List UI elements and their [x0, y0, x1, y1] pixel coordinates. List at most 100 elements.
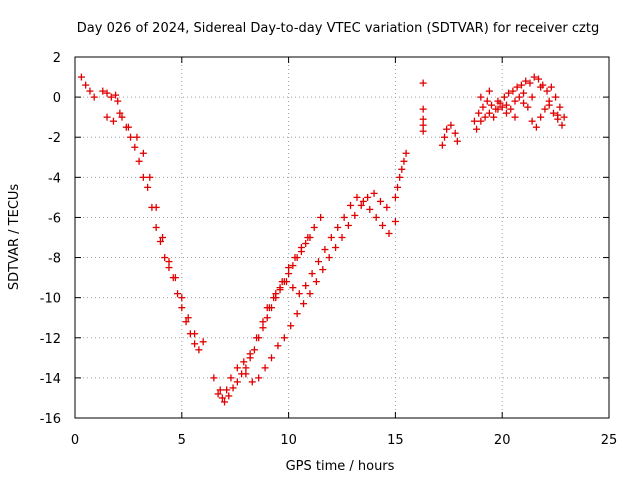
data-point — [344, 221, 352, 229]
data-point — [507, 105, 515, 113]
data-point — [558, 121, 566, 129]
data-point — [477, 93, 485, 101]
data-point — [255, 374, 263, 382]
data-point — [199, 338, 207, 346]
data-point — [549, 109, 557, 117]
data-point — [223, 386, 231, 394]
data-point — [289, 284, 297, 292]
data-point — [133, 133, 141, 141]
data-point — [306, 290, 314, 298]
x-tick-label: 0 — [71, 433, 79, 448]
data-point — [545, 97, 553, 105]
data-point — [195, 346, 203, 354]
data-point — [517, 81, 525, 89]
data-point — [502, 101, 510, 109]
data-point — [297, 244, 305, 252]
data-point — [353, 193, 361, 201]
data-point — [276, 286, 284, 294]
data-point — [144, 183, 152, 191]
data-point — [304, 234, 312, 241]
data-point — [488, 101, 496, 109]
data-point — [383, 203, 391, 211]
data-point — [535, 75, 543, 83]
data-point — [293, 310, 301, 318]
data-point — [385, 229, 393, 237]
data-point — [552, 93, 560, 101]
data-point — [473, 125, 481, 133]
data-point — [532, 123, 540, 131]
data-point — [182, 318, 190, 326]
data-point — [372, 213, 380, 221]
data-point — [543, 87, 551, 95]
data-point — [263, 304, 271, 312]
data-point — [338, 234, 346, 241]
data-point — [112, 91, 120, 99]
data-point — [319, 266, 327, 274]
data-point — [161, 254, 169, 262]
data-point — [520, 89, 528, 97]
data-point — [502, 109, 510, 117]
data-point — [477, 117, 485, 125]
data-point — [225, 392, 233, 400]
data-point — [178, 294, 186, 302]
data-point — [530, 73, 538, 81]
data-point — [394, 183, 402, 191]
data-point — [511, 97, 519, 105]
data-point — [490, 113, 498, 121]
y-tick-label: -8 — [48, 252, 61, 267]
data-point — [402, 149, 410, 157]
data-point — [312, 278, 320, 286]
data-point — [285, 270, 293, 278]
data-point — [485, 87, 493, 95]
data-point — [127, 133, 135, 141]
data-point — [479, 103, 487, 111]
data-point — [159, 234, 167, 241]
data-point — [317, 213, 325, 221]
data-point — [310, 223, 318, 231]
data-point — [90, 93, 98, 101]
data-point — [396, 173, 404, 181]
data-point — [242, 370, 250, 378]
data-point — [485, 109, 493, 117]
data-point — [295, 290, 303, 298]
data-point — [556, 103, 564, 111]
data-point — [248, 378, 256, 386]
data-point — [315, 258, 323, 266]
data-point — [509, 87, 517, 95]
y-tick-label: -2 — [48, 131, 61, 146]
plot-frame — [74, 56, 610, 419]
data-point — [116, 109, 124, 117]
data-point — [443, 125, 451, 133]
data-point — [124, 123, 132, 131]
data-point — [357, 201, 365, 209]
data-point — [218, 394, 226, 402]
data-point — [498, 103, 506, 111]
data-point — [152, 203, 160, 211]
data-point — [537, 83, 545, 91]
data-point — [291, 254, 299, 262]
data-point — [379, 221, 387, 229]
data-point — [524, 103, 532, 111]
x-axis-ticks: 0 5 10 15 20 25 — [71, 57, 617, 448]
data-point — [419, 115, 427, 123]
data-point — [547, 83, 555, 91]
data-point — [139, 149, 147, 157]
data-point — [250, 346, 258, 354]
y-axis-ticks: -16 -14 -12 -10 -8 -6 -4 -2 0 2 — [40, 51, 609, 427]
data-point — [541, 105, 549, 113]
data-point — [99, 87, 107, 95]
y-tick-label: 0 — [53, 91, 61, 106]
data-point — [419, 105, 427, 113]
data-point — [302, 240, 310, 248]
data-point — [438, 141, 446, 149]
data-point — [327, 234, 335, 241]
data-point — [272, 290, 280, 298]
x-tick-label: 15 — [387, 433, 404, 448]
data-point — [184, 314, 192, 322]
data-point — [475, 109, 483, 117]
x-tick-label: 10 — [280, 433, 297, 448]
data-point — [370, 189, 378, 197]
data-point — [131, 143, 139, 151]
data-point — [156, 238, 164, 246]
data-point — [165, 258, 173, 266]
